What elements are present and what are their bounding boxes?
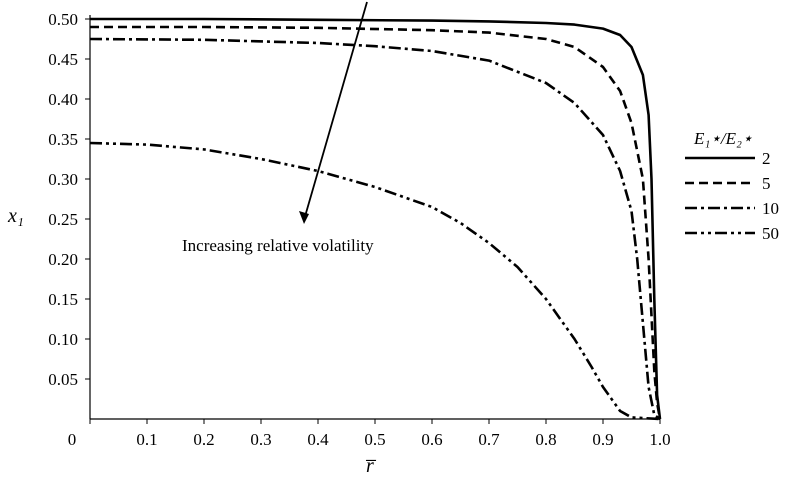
- series-line-50: [89, 141, 661, 421]
- x-axis-label: r̅: [365, 455, 377, 477]
- x-tick-label: 0.4: [307, 430, 329, 449]
- x-tick-labels: 0 0.1 0.2 0.3 0.4 0.5 0.6 0.7 0.8 0.9 1.0: [68, 430, 671, 449]
- y-tick-label: 0.40: [48, 90, 78, 109]
- series-line-2: [90, 17, 662, 420]
- y-tick-label: 0.45: [48, 50, 78, 69]
- y-tick-label: 0.20: [48, 250, 78, 269]
- x-tick-label: 0.8: [535, 430, 556, 449]
- y-tick-label: 0.25: [48, 210, 78, 229]
- legend: E₁⋆/E₂⋆ 2 5 10 50: [685, 129, 779, 243]
- annotation-text: Increasing relative volatility: [182, 236, 374, 255]
- series-line-5: [90, 25, 662, 420]
- y-tick-label: 0.10: [48, 330, 78, 349]
- y-tick-label: 0.30: [48, 170, 78, 189]
- y-tick-label: 0.15: [48, 290, 78, 309]
- legend-label-10: 10: [762, 199, 779, 218]
- legend-title: E₁⋆/E₂⋆: [693, 129, 753, 148]
- x-tick-label: 0: [68, 430, 77, 449]
- y-axis-label: x₁: [7, 205, 24, 227]
- y-tick-label: 0.50: [48, 10, 78, 29]
- x-tick-label: 0.7: [478, 430, 500, 449]
- x-tick-label: 0.5: [364, 430, 385, 449]
- annotation-arrow: [299, 1, 368, 224]
- x-tick-label: 1.0: [649, 430, 670, 449]
- series-line-10: [89, 37, 661, 421]
- legend-label-2: 2: [762, 149, 771, 168]
- x-tick-label: 0.1: [136, 430, 157, 449]
- y-tick-label: 0.35: [48, 130, 78, 149]
- x-tick-label: 0.3: [250, 430, 271, 449]
- y-tick-label: 0.05: [48, 370, 78, 389]
- y-tick-labels: 0.05 0.10 0.15 0.20 0.25 0.30 0.35 0.40 0.45 0.50: [48, 10, 78, 389]
- axes: [85, 15, 661, 424]
- x-tick-label: 0.6: [421, 430, 442, 449]
- legend-label-5: 5: [762, 174, 771, 193]
- legend-label-50: 50: [762, 224, 779, 243]
- x-tick-label: 0.9: [592, 430, 613, 449]
- series-lines: [89, 17, 662, 421]
- x-tick-label: 0.2: [193, 430, 214, 449]
